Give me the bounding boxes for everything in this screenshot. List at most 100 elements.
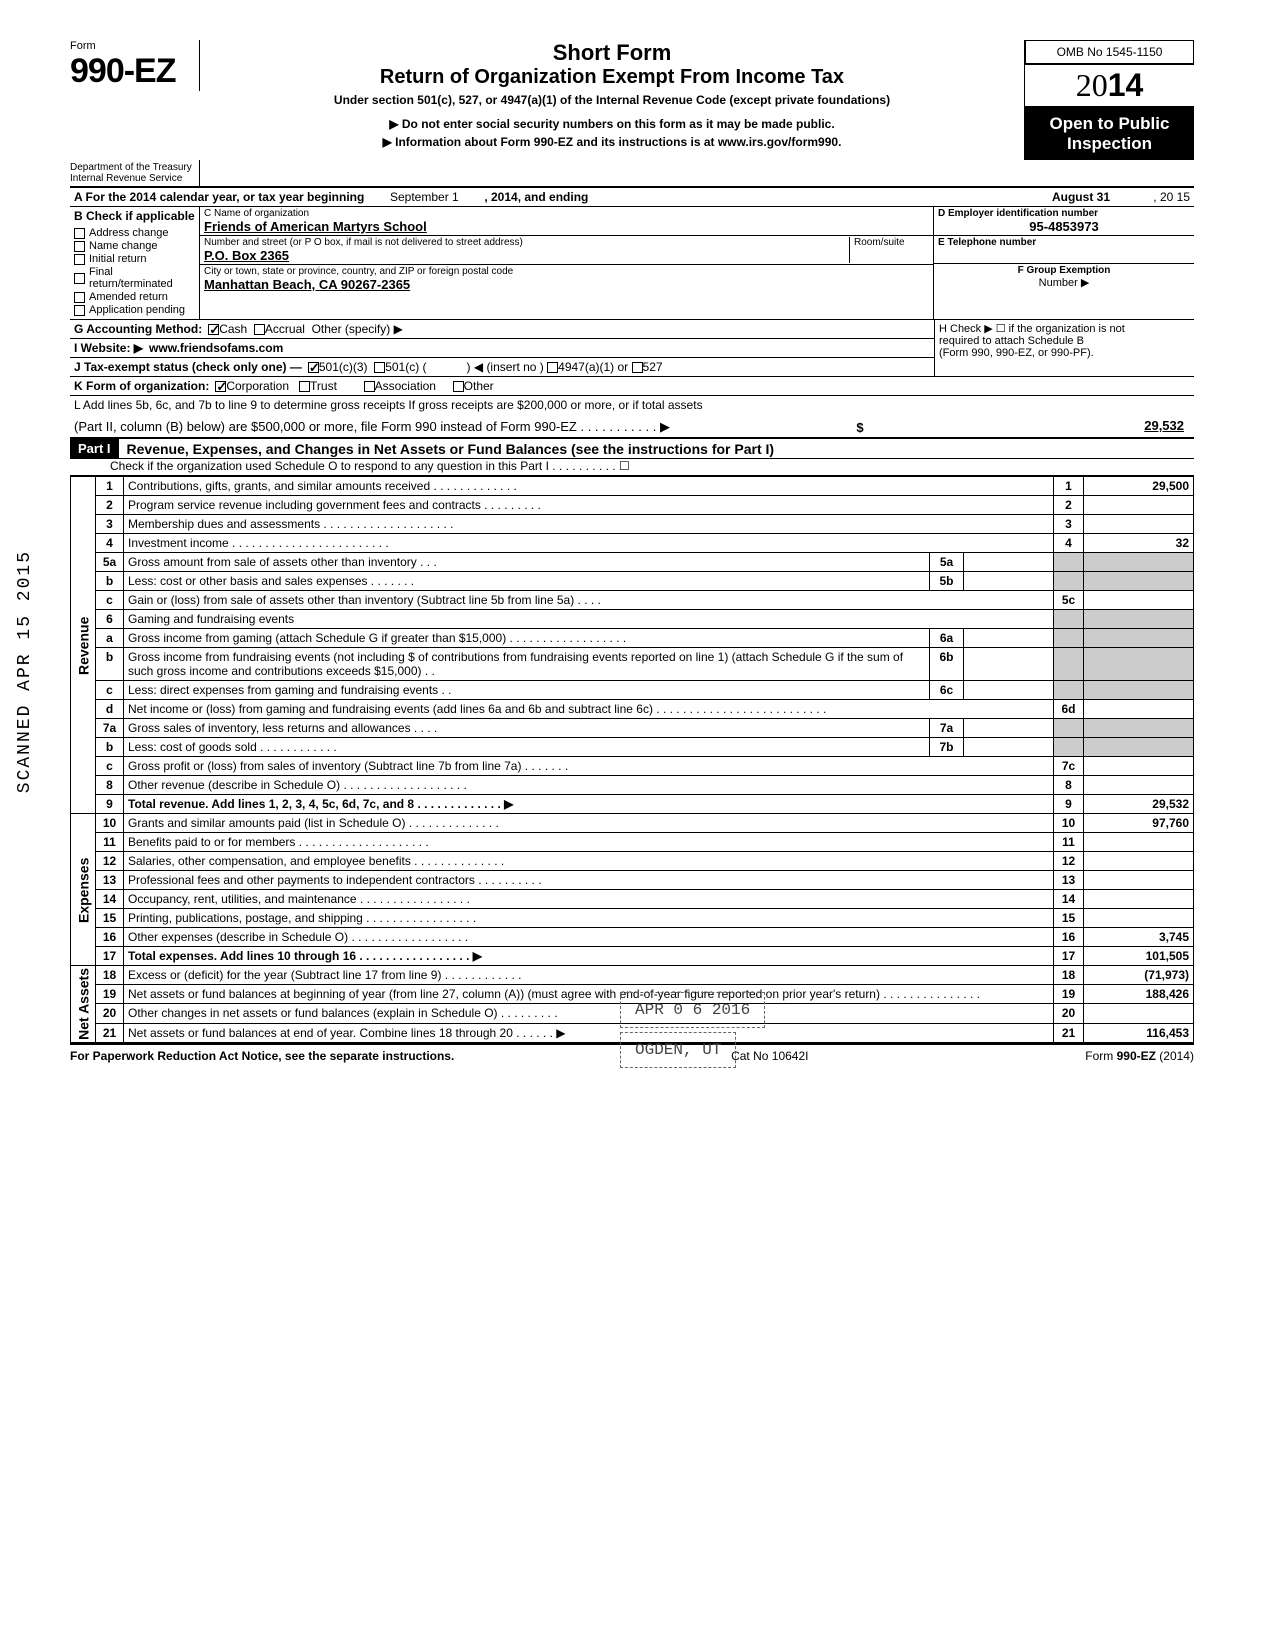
- main-grid: B Check if applicable Address changeName…: [70, 207, 1194, 320]
- checkbox[interactable]: [74, 305, 85, 316]
- r-val-shaded: [1084, 610, 1194, 629]
- mid-num: 5b: [930, 572, 964, 591]
- r-num: 15: [1054, 909, 1084, 928]
- line-desc: Excess or (deficit) for the year (Subtra…: [124, 966, 1054, 985]
- checkbox[interactable]: [74, 292, 85, 303]
- k-label: K Form of organization:: [74, 379, 209, 393]
- line-desc: Membership dues and assessments . . . . …: [124, 515, 1054, 534]
- mid-val: [964, 738, 1054, 757]
- year-bold: 14: [1108, 67, 1144, 103]
- r-num: 10: [1054, 814, 1084, 833]
- field-group: F Group Exemption Number ▶: [934, 264, 1194, 292]
- line-desc: Occupancy, rent, utilities, and maintena…: [124, 890, 1054, 909]
- cb-trust[interactable]: [299, 381, 310, 392]
- line-desc: Printing, publications, postage, and shi…: [124, 909, 1054, 928]
- r-num: 3: [1054, 515, 1084, 534]
- r-val: [1084, 909, 1194, 928]
- year-box: 2014: [1025, 65, 1194, 108]
- side-Revenue: Revenue: [71, 477, 96, 814]
- mid-num: 6c: [930, 681, 964, 700]
- r-val: [1084, 852, 1194, 871]
- j-label: J Tax-exempt status (check only one) —: [74, 360, 302, 374]
- field-city: City or town, state or province, country…: [200, 265, 933, 293]
- line-num: c: [96, 591, 124, 610]
- part1-title: Revenue, Expenses, and Changes in Net As…: [119, 441, 775, 457]
- line-desc: Salaries, other compensation, and employ…: [124, 852, 1054, 871]
- r-val-shaded: [1084, 553, 1194, 572]
- r-num-shaded: [1054, 629, 1084, 648]
- cb-other[interactable]: [453, 381, 464, 392]
- checkbox[interactable]: [74, 241, 85, 252]
- line-num: 13: [96, 871, 124, 890]
- line-num: 9: [96, 795, 124, 814]
- checkbox[interactable]: [74, 254, 85, 265]
- h-text3: (Form 990, 990-EZ, or 990-PF).: [939, 347, 1190, 359]
- j-b: 501(c) (: [385, 360, 426, 374]
- r-num-shaded: [1054, 719, 1084, 738]
- cb-label: Amended return: [89, 291, 168, 303]
- field-name: C Name of organization Friends of Americ…: [200, 207, 933, 236]
- line-num: 17: [96, 947, 124, 966]
- stamp-place: OGDEN, UT: [620, 1032, 736, 1068]
- title-sub: Return of Organization Exempt From Incom…: [210, 66, 1014, 89]
- footer-right: Form 990-EZ (2014): [1085, 1049, 1194, 1063]
- r-val: [1084, 757, 1194, 776]
- cb-assoc[interactable]: [364, 381, 375, 392]
- part1-sub: Check if the organization used Schedule …: [70, 459, 1194, 476]
- group-label: F Group Exemption: [938, 265, 1190, 276]
- r-val: [1084, 890, 1194, 909]
- col-b-title: B Check if applicable: [74, 209, 195, 223]
- line-num: 6: [96, 610, 124, 629]
- col-b: B Check if applicable Address changeName…: [70, 207, 200, 319]
- name-label: C Name of organization: [204, 208, 929, 219]
- checkbox[interactable]: [74, 273, 85, 284]
- line-desc: Total expenses. Add lines 10 through 16 …: [124, 947, 1054, 966]
- line-num: 3: [96, 515, 124, 534]
- cb-label: Initial return: [89, 253, 146, 265]
- line-num: c: [96, 757, 124, 776]
- line-desc: Net income or (loss) from gaming and fun…: [124, 700, 1054, 719]
- line-num: 21: [96, 1023, 124, 1042]
- line-desc: Less: cost of goods sold . . . . . . . .…: [124, 738, 930, 757]
- cb-501c[interactable]: [374, 362, 385, 373]
- r-num: 2: [1054, 496, 1084, 515]
- r-num-shaded: [1054, 553, 1084, 572]
- r-num: 16: [1054, 928, 1084, 947]
- line-desc: Less: cost or other basis and sales expe…: [124, 572, 930, 591]
- line-num: 4: [96, 534, 124, 553]
- line-num: 14: [96, 890, 124, 909]
- r-val: 32: [1084, 534, 1194, 553]
- j-d: 527: [643, 360, 663, 374]
- mid-val: [964, 553, 1054, 572]
- line-num: 16: [96, 928, 124, 947]
- org-name: Friends of American Martyrs School: [204, 219, 929, 234]
- phone-label: E Telephone number: [938, 237, 1190, 248]
- r-num: 20: [1054, 1004, 1084, 1023]
- cb-label: Final return/terminated: [89, 266, 195, 290]
- line-desc: Other expenses (describe in Schedule O) …: [124, 928, 1054, 947]
- cb-accrual[interactable]: [254, 324, 265, 335]
- line-desc: Benefits paid to or for members . . . . …: [124, 833, 1054, 852]
- cb-527[interactable]: [632, 362, 643, 373]
- line-num: d: [96, 700, 124, 719]
- j-b2: ) ◀ (insert no ): [467, 360, 544, 374]
- cb-4947[interactable]: [547, 362, 558, 373]
- mid-val: [964, 648, 1054, 681]
- side-Expenses: Expenses: [71, 814, 96, 966]
- line-desc: Other changes in net assets or fund bala…: [124, 1004, 1054, 1023]
- checkbox[interactable]: [74, 228, 85, 239]
- r-num-shaded: [1054, 572, 1084, 591]
- r-val: [1084, 871, 1194, 890]
- stamp-received: APR 0 6 2016 OGDEN, UT: [620, 990, 765, 1070]
- cb-cash[interactable]: [208, 324, 219, 335]
- cb-501c3[interactable]: [308, 362, 319, 373]
- line-a-end: August 31: [1052, 190, 1110, 204]
- line-desc: Net assets or fund balances at beginning…: [124, 985, 1054, 1004]
- cb-label: Name change: [89, 240, 158, 252]
- r-val: 29,500: [1084, 477, 1194, 496]
- mid-val: [964, 681, 1054, 700]
- row-l1: L Add lines 5b, 6c, and 7b to line 9 to …: [70, 396, 1194, 414]
- form-word: Form: [70, 40, 96, 52]
- r-val-shaded: [1084, 738, 1194, 757]
- cb-corp[interactable]: [215, 381, 226, 392]
